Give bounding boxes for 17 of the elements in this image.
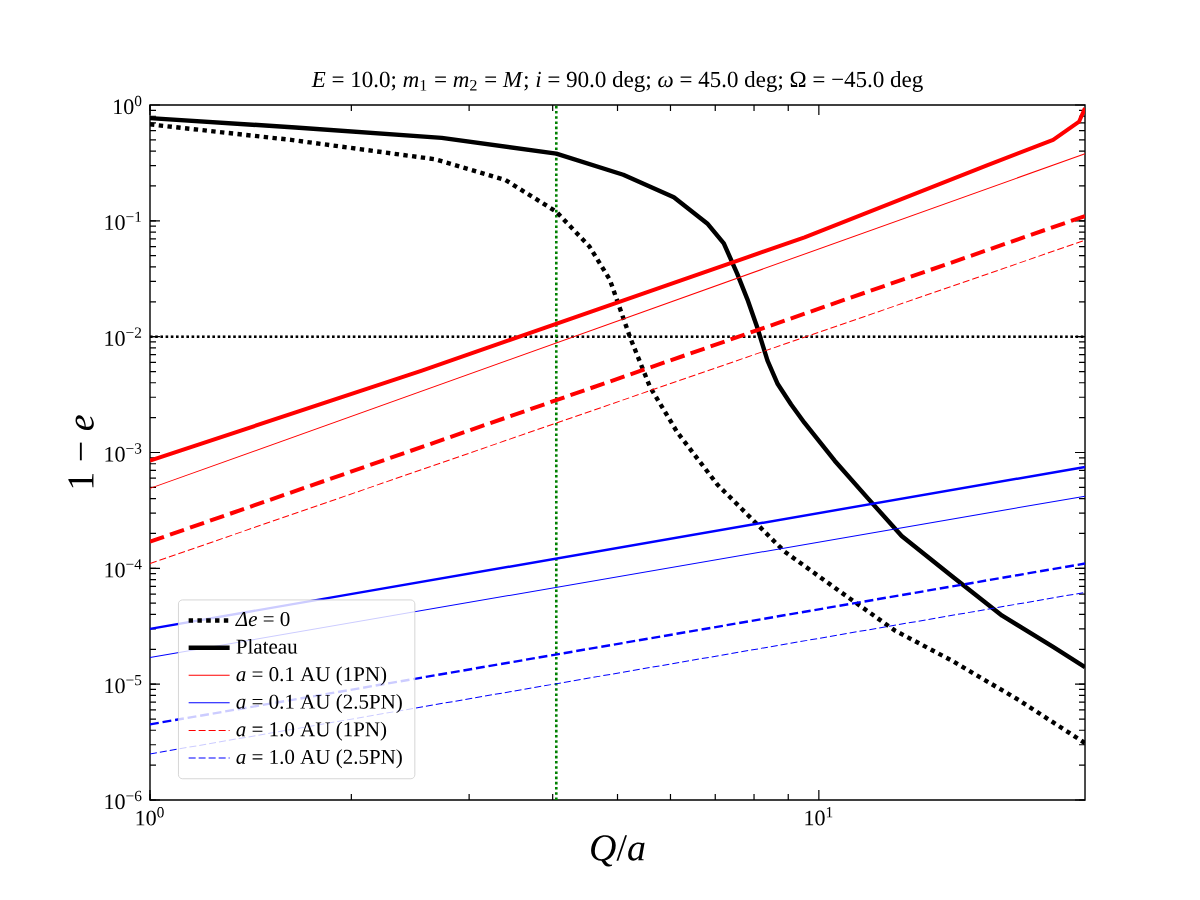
x-tick-label: 10$^{1}$	[805, 807, 833, 826]
legend-label: a = 0.1 AU (2.5PN)	[236, 694, 402, 714]
y-tick-label: 10$^{−4}$	[105, 559, 142, 578]
y-tick-label: 10$^{−2}$	[105, 327, 142, 346]
y-tick-label: 10$^{−3}$	[105, 443, 142, 462]
y-tick-label: 10$^{−5}$	[105, 675, 142, 694]
x-axis-title: Q/a	[591, 835, 645, 867]
y-tick-label: 10$^{−6}$	[105, 790, 142, 810]
legend-label: a = 1.0 AU (2.5PN)	[236, 749, 402, 769]
legend-label: a = 1.0 AU (1PN)	[236, 721, 387, 741]
legend-label: Δe = 0	[235, 611, 290, 627]
chart-title: E = 10.0; m$_{1}$ = m$_{2}$ = M; i = 90.0 deg; ω = 45.0 deg; Ω = −45.0 deg	[311, 71, 923, 92]
y-tick-label: 10$^{−1}$	[105, 211, 142, 231]
legend-label: Plateau	[236, 638, 298, 654]
legend-label: a = 0.1 AU (1PN)	[236, 666, 387, 686]
y-tick-label: 10$^{0}$	[114, 95, 142, 115]
y-axis-title: 1 − e	[68, 415, 94, 488]
